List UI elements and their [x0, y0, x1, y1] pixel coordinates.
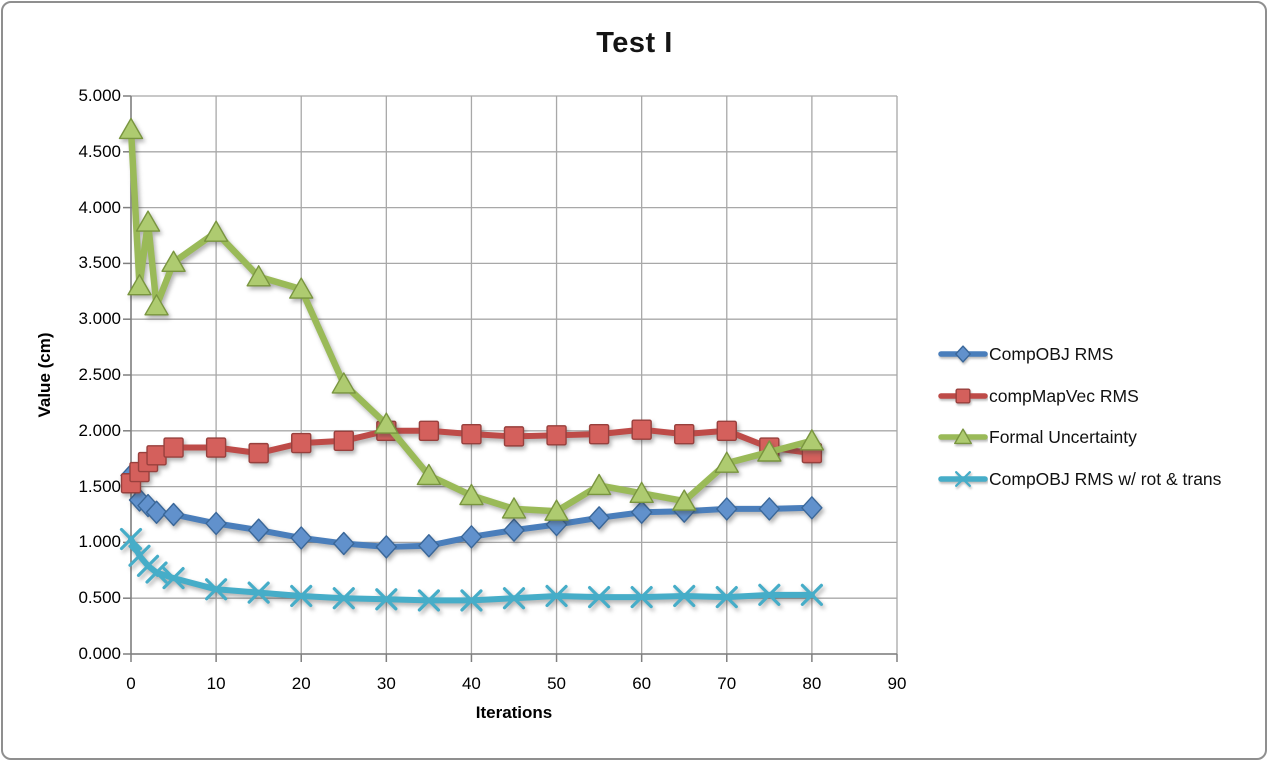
- chart-title: Test I: [596, 27, 673, 59]
- y-axis-title: Value (cm): [35, 332, 54, 418]
- series-formal-uncertainty: [118, 117, 825, 521]
- series-compobj-rms-w-rot-trans: [119, 527, 823, 612]
- gridlines: [130, 95, 898, 655]
- axes: [123, 95, 898, 662]
- x-axis-title: Iterations: [475, 703, 553, 722]
